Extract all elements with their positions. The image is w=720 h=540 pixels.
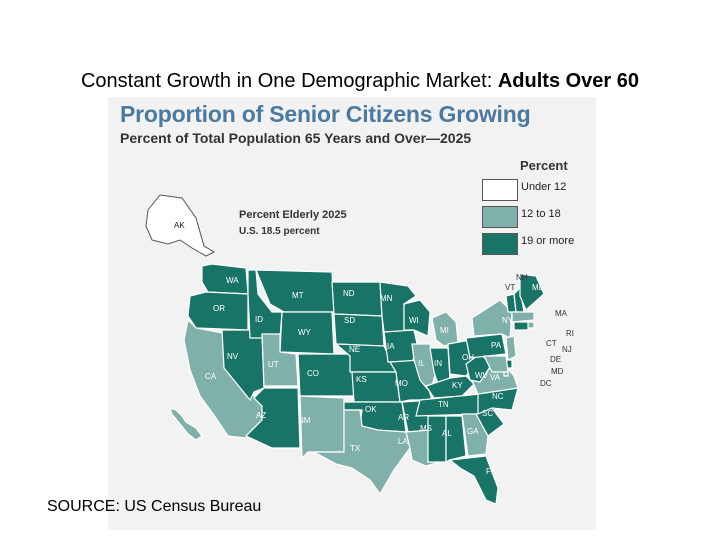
state-label-ia: IA — [387, 342, 395, 351]
state-dc — [503, 371, 509, 377]
state-label-in: IN — [434, 359, 442, 368]
legend-label-12-to-18: 12 to 18 — [521, 208, 561, 220]
state-label-ri: RI — [566, 329, 574, 338]
state-label-la: LA — [398, 437, 408, 446]
state-label-id: ID — [255, 315, 263, 324]
state-al — [445, 415, 467, 463]
slide-title-plain: Constant Growth in One Demographic Marke… — [80, 70, 498, 92]
state-label-sc: SC — [482, 409, 493, 418]
state-label-ms: MS — [420, 424, 432, 433]
state-label-oh: OH — [462, 353, 474, 362]
state-sd — [333, 313, 385, 347]
state-label-ny: NY — [502, 316, 514, 325]
state-label-de: DE — [550, 355, 561, 364]
legend-item-12-to-18: 12 to 18 — [482, 206, 592, 236]
state-label-pa: PA — [491, 341, 502, 350]
state-label-ma: MA — [555, 309, 568, 318]
slide-title: Constant Growth in One Demographic Marke… — [0, 70, 720, 93]
state-fl — [448, 455, 499, 505]
state-label-nd: ND — [343, 289, 355, 298]
state-label-ga: GA — [467, 427, 479, 436]
legend-label-19-or-more: 19 or more — [521, 235, 575, 247]
legend-swatch-19-or-more — [482, 233, 518, 255]
state-label-nv: NV — [227, 352, 239, 361]
state-label-hi: HI — [176, 425, 184, 434]
map-panel: Proportion of Senior Citizens Growing Pe… — [108, 97, 596, 530]
state-label-or: OR — [213, 304, 225, 313]
state-shapes — [145, 194, 545, 505]
legend-label-under-12: Under 12 — [521, 181, 567, 193]
state-label-me: ME — [532, 283, 544, 292]
state-ut — [261, 333, 299, 387]
state-label-wy: WY — [298, 328, 312, 337]
legend-swatch-12-to-18 — [482, 206, 518, 228]
state-label-wi: WI — [409, 316, 419, 325]
state-ak — [145, 194, 216, 257]
state-label-mt: MT — [292, 291, 304, 300]
state-label-fl: FL — [486, 467, 496, 476]
state-label-vt: VT — [505, 283, 515, 292]
state-label-ct: CT — [546, 339, 557, 348]
legend-item-under-12: Under 12 — [482, 179, 592, 209]
state-label-ak: AK — [174, 221, 185, 230]
map-heading: Proportion of Senior Citizens Growing — [120, 101, 531, 127]
state-label-wa: WA — [226, 276, 239, 285]
state-label-ks: KS — [356, 375, 367, 384]
source-note: SOURCE: US Census Bureau — [47, 498, 262, 515]
state-label-co: CO — [307, 369, 319, 378]
us-state-map: AK HI WA OR CA NV ID MT WY UT AZ CO NM ND SD NE KS OK TX MN… — [145, 194, 574, 505]
state-label-nc: NC — [492, 392, 504, 401]
state-label-mo: MO — [395, 379, 408, 388]
slide-title-bold: Adults Over 60 — [497, 70, 640, 92]
state-label-mn: MN — [380, 294, 393, 303]
state-label-sd: SD — [344, 316, 355, 325]
state-label-va: VA — [490, 373, 501, 382]
state-nm — [299, 395, 345, 460]
state-label-ne: NE — [349, 345, 360, 354]
state-label-al: AL — [442, 429, 452, 438]
state-ms — [427, 415, 447, 463]
state-ma — [511, 311, 535, 323]
percent-elderly-title: Percent Elderly 2025 — [239, 209, 347, 221]
state-wi — [403, 299, 431, 337]
state-label-nh: NH — [516, 273, 528, 282]
state-ct — [513, 321, 529, 331]
state-label-il: IL — [418, 359, 425, 368]
state-label-nj: NJ — [562, 345, 572, 354]
state-me — [519, 273, 545, 312]
us-percent-note: U.S. 18.5 percent — [239, 226, 320, 237]
state-label-wv: WV — [475, 371, 489, 380]
legend-item-19-or-more: 19 or more — [482, 233, 592, 263]
state-ri — [527, 321, 535, 329]
state-wa — [201, 263, 249, 295]
state-label-mi: MI — [440, 326, 449, 335]
legend-title: Percent — [520, 158, 568, 173]
state-nj — [505, 335, 517, 361]
state-label-ar: AR — [398, 413, 409, 422]
state-label-tn: TN — [438, 400, 449, 409]
state-tx — [313, 409, 411, 496]
state-label-tx: TX — [350, 444, 361, 453]
state-hi — [169, 407, 203, 441]
state-labels: AK HI WA OR CA NV ID MT WY UT AZ CO NM ND SD NE KS OK TX MN… — [174, 221, 574, 476]
state-label-ca: CA — [205, 372, 217, 381]
state-label-dc: DC — [540, 379, 552, 388]
state-nd — [331, 281, 383, 317]
state-label-az: AZ — [256, 411, 266, 420]
legend-swatch-under-12 — [482, 179, 518, 201]
state-label-nm: NM — [298, 416, 311, 425]
map-subheading: Percent of Total Population 65 Years and… — [120, 130, 472, 146]
state-label-md: MD — [551, 367, 564, 376]
state-az — [244, 387, 301, 449]
state-label-ky: KY — [452, 381, 463, 390]
state-label-ut: UT — [268, 360, 279, 369]
state-label-ok: OK — [365, 405, 377, 414]
